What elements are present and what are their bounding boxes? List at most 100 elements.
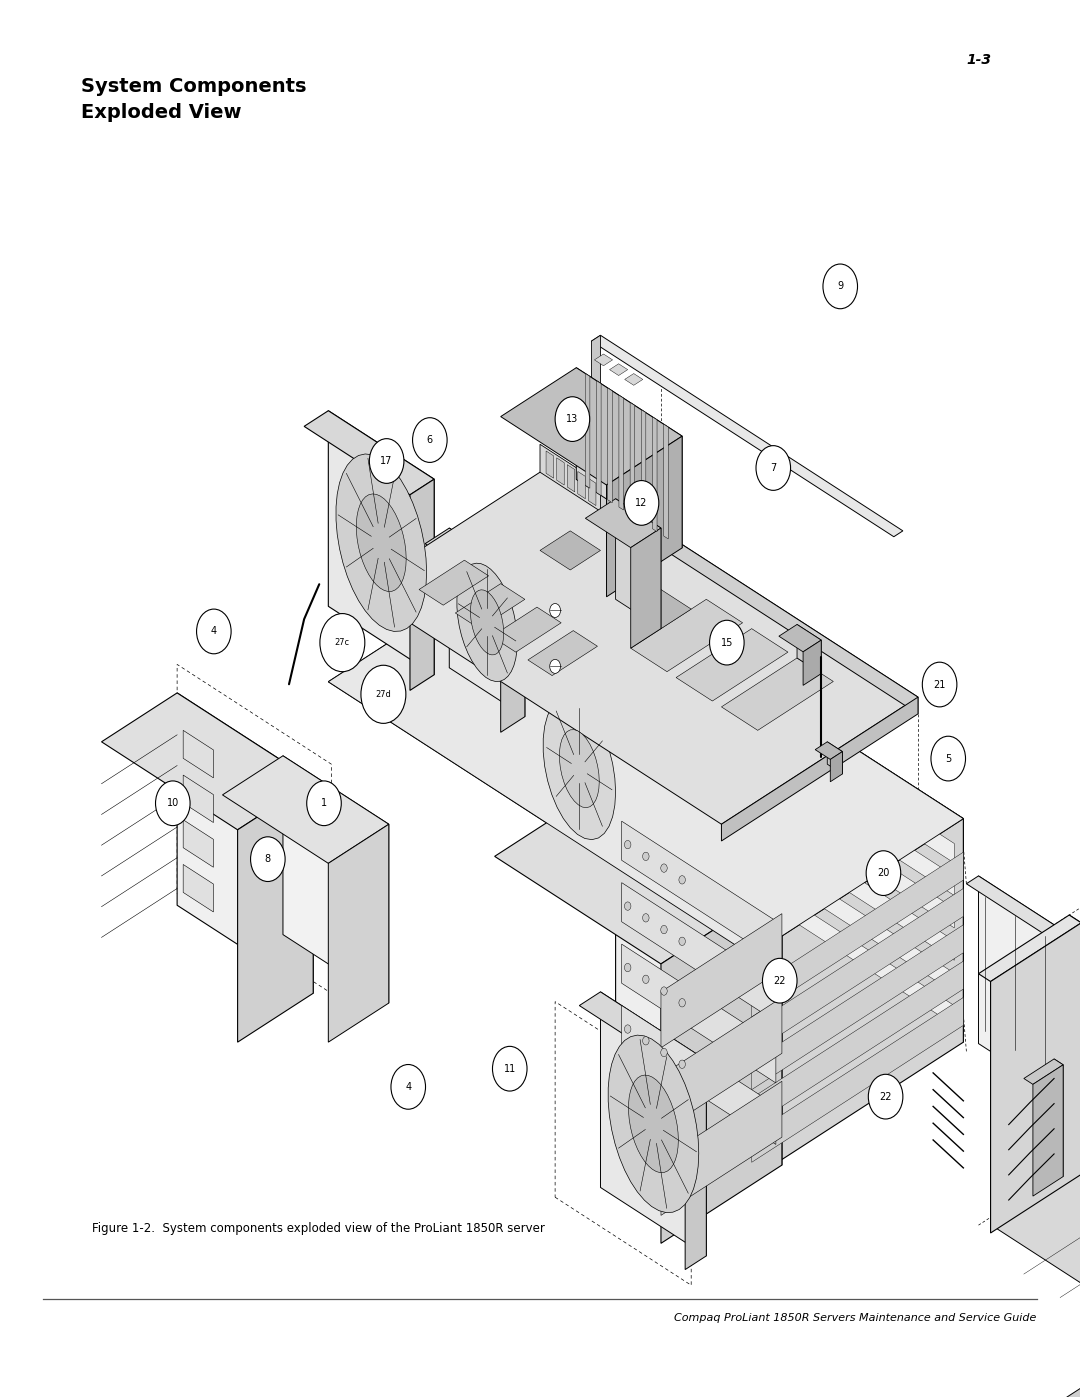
Circle shape — [251, 837, 285, 882]
Polygon shape — [1054, 1059, 1063, 1176]
Polygon shape — [556, 458, 564, 485]
Polygon shape — [616, 778, 782, 1165]
Circle shape — [624, 481, 659, 525]
Polygon shape — [624, 373, 643, 386]
Polygon shape — [410, 479, 434, 690]
Polygon shape — [661, 997, 782, 1132]
Polygon shape — [827, 742, 842, 774]
Polygon shape — [328, 411, 434, 675]
Polygon shape — [676, 728, 955, 928]
Circle shape — [624, 964, 631, 972]
Polygon shape — [752, 961, 963, 1126]
Text: 1: 1 — [321, 798, 327, 809]
Polygon shape — [622, 944, 775, 1083]
Polygon shape — [609, 363, 627, 376]
Polygon shape — [501, 577, 525, 732]
Polygon shape — [549, 584, 646, 675]
Polygon shape — [177, 693, 313, 993]
Polygon shape — [589, 478, 596, 506]
Text: 20: 20 — [877, 868, 890, 879]
Polygon shape — [622, 883, 775, 1021]
Polygon shape — [540, 545, 963, 1042]
Polygon shape — [592, 419, 619, 437]
Polygon shape — [815, 742, 842, 760]
Polygon shape — [305, 411, 434, 495]
Polygon shape — [608, 1035, 699, 1213]
Polygon shape — [630, 402, 635, 517]
Polygon shape — [546, 451, 554, 478]
Text: 9: 9 — [837, 281, 843, 292]
Text: 4: 4 — [405, 1081, 411, 1092]
Polygon shape — [1032, 1065, 1063, 1196]
Polygon shape — [594, 353, 612, 366]
Polygon shape — [456, 584, 525, 629]
Polygon shape — [577, 367, 683, 548]
Text: 22: 22 — [773, 975, 786, 986]
Circle shape — [679, 937, 686, 946]
Polygon shape — [184, 820, 214, 868]
Polygon shape — [359, 462, 918, 824]
Text: 8: 8 — [265, 854, 271, 865]
Circle shape — [492, 1046, 527, 1091]
Polygon shape — [608, 388, 612, 503]
Polygon shape — [328, 545, 963, 956]
Polygon shape — [752, 925, 963, 1090]
Polygon shape — [752, 997, 963, 1162]
Text: Compaq ProLiant 1850R Servers Maintenance and Service Guide: Compaq ProLiant 1850R Servers Maintenanc… — [674, 1313, 1037, 1323]
Circle shape — [413, 418, 447, 462]
Text: 12: 12 — [635, 497, 648, 509]
Circle shape — [369, 439, 404, 483]
Text: 17: 17 — [380, 455, 393, 467]
Text: 22: 22 — [879, 1091, 892, 1102]
Circle shape — [661, 925, 667, 933]
Circle shape — [823, 264, 858, 309]
Polygon shape — [676, 761, 955, 960]
Circle shape — [320, 613, 365, 672]
Polygon shape — [578, 472, 585, 499]
Circle shape — [624, 841, 631, 849]
Polygon shape — [600, 992, 706, 1256]
Circle shape — [922, 662, 957, 707]
Polygon shape — [676, 696, 955, 895]
Circle shape — [550, 604, 561, 617]
Polygon shape — [419, 560, 488, 605]
Polygon shape — [585, 373, 590, 488]
Polygon shape — [676, 664, 955, 863]
Text: 4: 4 — [211, 626, 217, 637]
Circle shape — [391, 1065, 426, 1109]
Text: 21: 21 — [933, 679, 946, 690]
Circle shape — [624, 902, 631, 911]
Polygon shape — [592, 335, 600, 425]
Polygon shape — [567, 465, 575, 492]
Polygon shape — [1072, 944, 1080, 1120]
Polygon shape — [238, 781, 313, 1042]
Polygon shape — [967, 876, 1080, 953]
Polygon shape — [752, 852, 963, 1017]
Polygon shape — [622, 1006, 775, 1144]
Polygon shape — [676, 629, 788, 701]
Polygon shape — [549, 693, 646, 784]
Polygon shape — [752, 888, 963, 1053]
Polygon shape — [661, 886, 782, 1243]
Text: 7: 7 — [770, 462, 777, 474]
Text: 27d: 27d — [376, 690, 391, 698]
Polygon shape — [549, 657, 646, 747]
Polygon shape — [619, 395, 623, 510]
Polygon shape — [607, 436, 683, 597]
Text: 1-3: 1-3 — [967, 53, 991, 67]
Polygon shape — [356, 495, 406, 591]
Polygon shape — [990, 923, 1080, 1234]
Circle shape — [762, 958, 797, 1003]
Polygon shape — [631, 599, 743, 672]
Text: 13: 13 — [566, 414, 579, 425]
Polygon shape — [457, 563, 517, 682]
Polygon shape — [963, 1386, 1080, 1397]
Polygon shape — [549, 729, 646, 820]
Text: 15: 15 — [720, 637, 733, 648]
Text: 5: 5 — [945, 753, 951, 764]
Polygon shape — [540, 444, 600, 511]
Polygon shape — [664, 425, 669, 539]
Text: 27c: 27c — [335, 638, 350, 647]
Circle shape — [661, 863, 667, 872]
Polygon shape — [721, 697, 918, 841]
